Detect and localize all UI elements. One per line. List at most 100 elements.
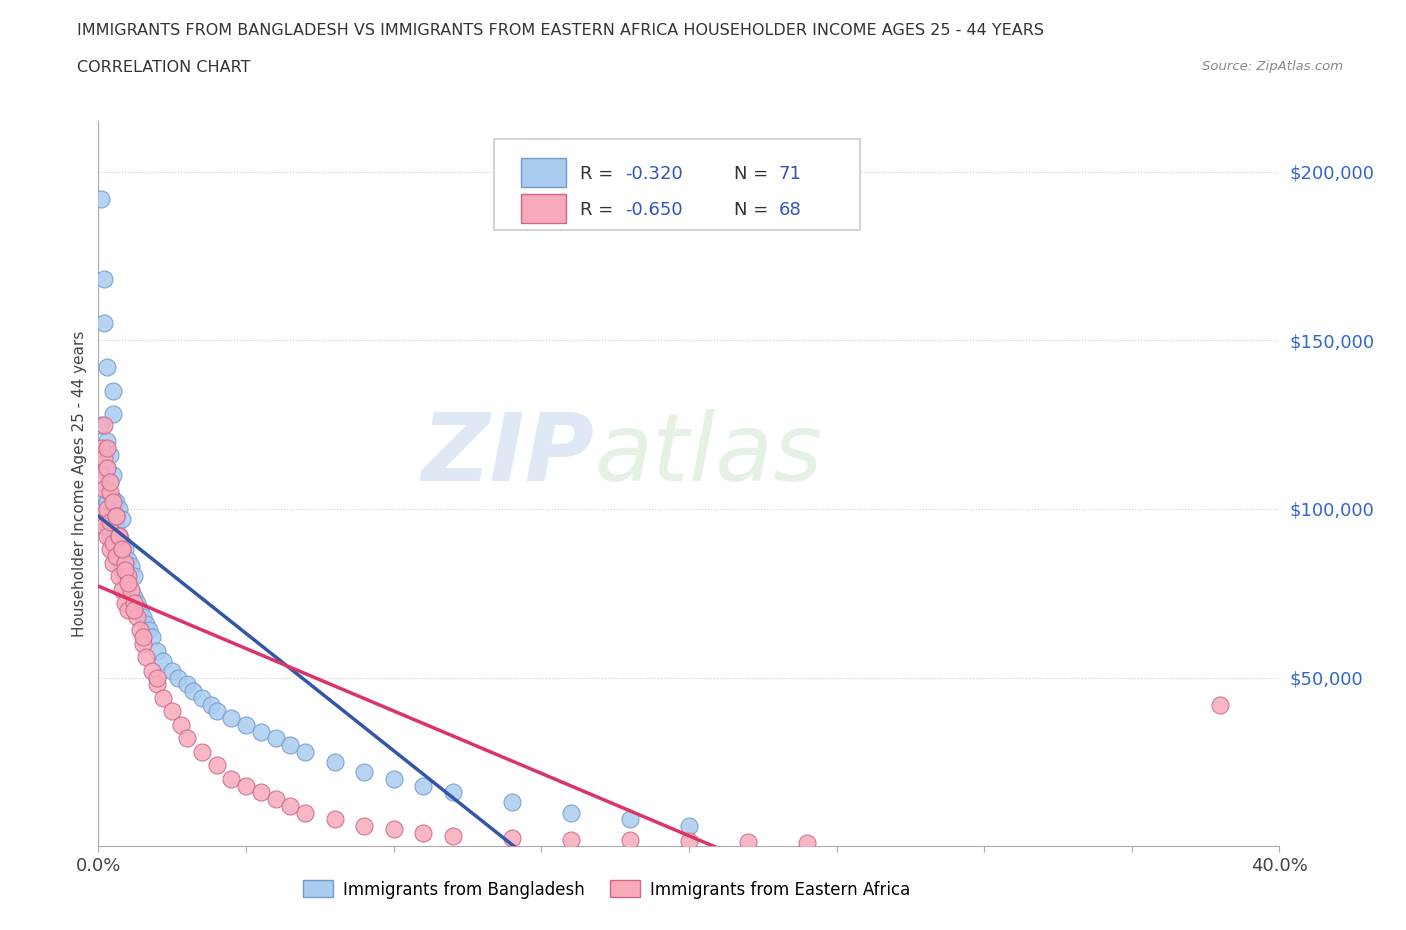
Text: IMMIGRANTS FROM BANGLADESH VS IMMIGRANTS FROM EASTERN AFRICA HOUSEHOLDER INCOME : IMMIGRANTS FROM BANGLADESH VS IMMIGRANTS… <box>77 23 1045 38</box>
Point <box>90 191 112 206</box>
Point <box>323 812 346 827</box>
Point <box>162 663 183 678</box>
Point <box>108 528 131 543</box>
Point <box>122 590 145 604</box>
Point <box>103 515 125 530</box>
Point <box>98 508 121 523</box>
Point <box>146 677 169 692</box>
Point <box>200 698 222 712</box>
Point <box>152 690 174 705</box>
Legend: Immigrants from Bangladesh, Immigrants from Eastern Africa: Immigrants from Bangladesh, Immigrants f… <box>294 872 918 907</box>
Text: N =: N = <box>734 165 773 183</box>
Point <box>382 822 405 837</box>
Point <box>250 724 273 739</box>
Point <box>108 569 131 584</box>
Point <box>120 559 142 574</box>
Point <box>96 461 118 476</box>
Point <box>98 542 121 557</box>
Text: R =: R = <box>581 165 619 183</box>
Text: ZIP: ZIP <box>422 408 595 500</box>
Point <box>221 711 243 725</box>
Point <box>280 798 302 813</box>
Point <box>560 832 582 847</box>
Point <box>98 515 121 530</box>
Point <box>114 563 136 578</box>
Text: R =: R = <box>581 201 619 219</box>
Point <box>111 512 134 526</box>
Point <box>162 704 183 719</box>
Point <box>280 737 302 752</box>
Point <box>135 617 157 631</box>
Point <box>105 542 128 557</box>
Point <box>111 563 134 578</box>
Point <box>98 474 121 489</box>
Point <box>105 518 128 533</box>
Point <box>167 671 190 685</box>
Text: 71: 71 <box>779 165 801 183</box>
Point <box>108 528 131 543</box>
Point <box>264 791 287 806</box>
Point <box>105 508 128 523</box>
Point <box>117 603 139 618</box>
Point <box>98 485 121 499</box>
Point <box>96 528 118 543</box>
Point <box>96 360 118 375</box>
Point <box>619 832 641 847</box>
Point <box>93 474 115 489</box>
Point <box>93 501 115 516</box>
Point <box>103 495 125 510</box>
Point <box>105 508 128 523</box>
Point <box>141 663 163 678</box>
Point <box>619 812 641 827</box>
Point <box>191 744 214 759</box>
Point <box>138 623 160 638</box>
Point <box>176 731 198 746</box>
Point <box>108 552 131 567</box>
Point <box>235 778 257 793</box>
Point <box>560 805 582 820</box>
Point <box>98 447 121 462</box>
Point <box>501 830 523 845</box>
Point <box>294 805 316 820</box>
Point <box>353 764 375 779</box>
Point <box>146 671 169 685</box>
Point <box>125 609 148 624</box>
Point <box>176 677 198 692</box>
Bar <box>522 194 567 223</box>
Point <box>93 316 115 331</box>
Point <box>353 818 375 833</box>
Text: -0.650: -0.650 <box>626 201 683 219</box>
Point <box>96 501 118 516</box>
Point <box>114 596 136 611</box>
Point <box>294 744 316 759</box>
Point <box>98 474 121 489</box>
Point <box>90 468 112 483</box>
Point <box>111 535 134 550</box>
Text: N =: N = <box>734 201 773 219</box>
Text: 68: 68 <box>779 201 801 219</box>
Point <box>108 501 131 516</box>
Point <box>737 835 759 850</box>
Text: Source: ZipAtlas.com: Source: ZipAtlas.com <box>1202 60 1343 73</box>
Point <box>117 552 139 567</box>
Point <box>103 555 125 570</box>
Point <box>103 535 125 550</box>
Point <box>323 754 346 769</box>
Point <box>250 785 273 800</box>
Text: atlas: atlas <box>595 409 823 500</box>
Point <box>170 717 193 732</box>
Point <box>105 549 128 564</box>
Point <box>93 481 115 496</box>
Point <box>90 485 112 499</box>
Point <box>146 644 169 658</box>
Text: CORRELATION CHART: CORRELATION CHART <box>77 60 250 75</box>
Point <box>122 596 145 611</box>
Point <box>1209 698 1232 712</box>
Point <box>103 468 125 483</box>
Point <box>412 825 434 840</box>
Point <box>132 636 155 651</box>
Point <box>108 528 131 543</box>
Point <box>90 451 112 466</box>
Point <box>125 596 148 611</box>
Point <box>111 582 134 597</box>
